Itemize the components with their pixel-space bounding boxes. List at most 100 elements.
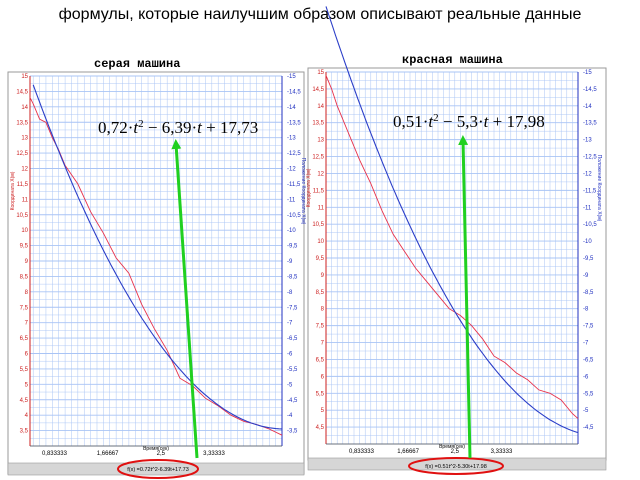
y-tick-label-left: 3,5 (20, 429, 29, 435)
x-tick-label: 0,833333 (349, 449, 375, 455)
y-tick-label-right: -13,5 (583, 121, 597, 127)
y-tick-label-right: -9,5 (287, 244, 298, 250)
formula-part: t (133, 118, 139, 137)
y-tick-label-left: 12,5 (16, 151, 28, 157)
formula-part: − 6,39· (144, 118, 198, 137)
y-tick-label-right: -14 (287, 105, 296, 111)
y-tick-label-left: 7,5 (316, 324, 325, 330)
y-tick-label-right: -3,5 (287, 429, 298, 435)
fit-curve (32, 84, 283, 430)
y-tick-label-left: 7 (25, 321, 29, 327)
y-tick-label-right: -8,5 (287, 274, 298, 280)
y-tick-label-left: 5,5 (316, 391, 325, 397)
y-tick-label-right: -14,5 (583, 87, 597, 93)
formula-label: 0,72·t2 − 6,39·t + 17,73 (98, 118, 258, 137)
x-tick-label: 0,833333 (42, 451, 68, 457)
y-tick-label-left: 10,5 (16, 213, 28, 219)
chart-frame (307, 67, 607, 461)
chart-frame (7, 71, 305, 475)
y-tick-label-left: 11 (318, 205, 325, 211)
y-tick-label-left: 8 (25, 290, 29, 296)
y-tick-label-left: 8,5 (20, 274, 29, 280)
y-tick-label-left: 6,5 (316, 357, 325, 363)
y-tick-label-left: 14 (317, 104, 324, 110)
y-tick-label-right: -12 (287, 167, 296, 173)
y-tick-label-left: 15 (317, 70, 324, 76)
y-tick-label-right: -5,5 (583, 391, 594, 397)
y-tick-label-left: 9,5 (20, 244, 29, 250)
y-tick-label-right: -7 (287, 321, 293, 327)
formula-part: t (197, 118, 203, 137)
y-tick-label-right: -11 (583, 205, 592, 211)
y-tick-label-left: 14 (21, 105, 28, 111)
green-arrow (171, 139, 199, 459)
y-tick-label-right: -9 (583, 273, 589, 279)
formula-part: − 5,3· (439, 112, 484, 131)
y-tick-label-left: 11 (22, 197, 29, 203)
y-tick-label-right: -10,5 (583, 222, 597, 228)
x-axis-title: Время(сек) (439, 444, 465, 450)
formula-part: t (428, 112, 434, 131)
y-tick-label-left: 5 (321, 408, 325, 414)
y-tick-label-right: -6 (583, 374, 589, 380)
y-tick-label-right: -10 (287, 228, 296, 234)
y-tick-label-right: -14 (583, 104, 592, 110)
y-tick-label-right: -5 (583, 408, 589, 414)
y-tick-label-right: -9,5 (583, 256, 594, 262)
y-tick-label-left: 11,5 (313, 188, 325, 194)
green-arrow (458, 135, 472, 459)
x-tick-label: 1,66667 (397, 449, 419, 455)
formula-part: + 17,98 (488, 112, 544, 131)
y-tick-label-right: -7 (583, 341, 589, 347)
formula-part: t (484, 112, 490, 131)
y-tick-label-left: 7 (321, 341, 325, 347)
y-tick-label-left: 6,5 (20, 336, 29, 342)
x-tick-label: 2,5 (451, 449, 460, 455)
y-tick-label-left: 12 (21, 167, 28, 173)
measured-curve (325, 75, 579, 419)
y-tick-label-left: 10 (317, 239, 324, 245)
right-chart: 4,5 -4,5 5 -5 5,5 -5,5 6 -6 6,5 -6,5 7 -7 7,5 -7,5 8 -8… (306, 6, 607, 475)
y-tick-label-left: 13,5 (16, 120, 28, 126)
measured-curve (29, 97, 283, 436)
y-tick-label-right: -14,5 (287, 89, 301, 95)
y-tick-label-left: 15 (21, 74, 28, 80)
right-y-axis-title: Положение Координата X(м) (300, 158, 306, 225)
y-tick-label-right: -5,5 (287, 367, 298, 373)
y-tick-label-right: -12,5 (583, 155, 597, 161)
fit-curve (325, 6, 579, 434)
y-tick-label-left: 14,5 (312, 87, 324, 93)
y-tick-label-right: -4 (287, 413, 293, 419)
y-tick-label-right: -15 (287, 74, 296, 80)
formula-part: 2 (138, 118, 144, 130)
y-tick-label-left: 6 (25, 352, 29, 358)
y-tick-label-right: -6,5 (583, 357, 594, 363)
y-tick-label-right: -5 (287, 382, 293, 388)
y-tick-label-right: -15 (583, 70, 592, 76)
highlight-ellipse (117, 459, 199, 479)
y-tick-label-left: 10 (21, 228, 28, 234)
y-tick-label-right: -12 (583, 171, 592, 177)
formula-label: 0,51·t2 − 5,3·t + 17,98 (393, 112, 545, 131)
y-tick-label-left: 9 (321, 273, 325, 279)
y-tick-label-left: 5 (25, 382, 29, 388)
formula-part: 0,72· (98, 118, 133, 137)
y-tick-label-left: 4 (25, 413, 29, 419)
y-tick-label-left: 13 (317, 138, 324, 144)
y-tick-label-left: 8,5 (316, 290, 325, 296)
y-tick-label-left: 4,5 (316, 425, 325, 431)
y-tick-label-right: -11 (287, 197, 296, 203)
y-tick-label-left: 13 (21, 136, 28, 142)
y-tick-label-right: -7,5 (287, 305, 298, 311)
y-tick-label-right: -8 (583, 307, 589, 313)
y-tick-label-right: -11,5 (287, 182, 301, 188)
y-tick-label-left: 11,5 (17, 182, 29, 188)
y-tick-label-right: -6,5 (287, 336, 298, 342)
y-tick-label-right: -7,5 (583, 324, 594, 330)
y-tick-label-right: -13 (287, 136, 296, 142)
y-tick-label-left: 5,5 (20, 367, 29, 373)
y-tick-label-left: 9 (25, 259, 29, 265)
slide-title: формулы, которые наилучшим образом описы… (58, 6, 582, 23)
left-y-axis-title: Координата X(м) (306, 168, 312, 207)
